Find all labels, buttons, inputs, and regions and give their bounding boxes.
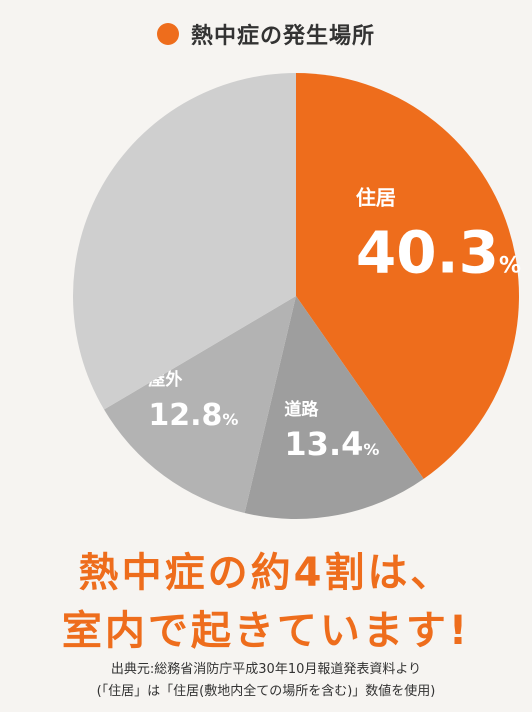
pie-slice [104, 296, 296, 514]
slice-value-label: 40.3% [356, 219, 521, 287]
source-note-detail: (「住居」は「住居(敷地内全ての場所を含む)」数値を使用) [96, 684, 436, 699]
slice-label-group: 道路 13.4% [284, 399, 379, 463]
chart-title: 熱中症の発生場所 [190, 24, 375, 49]
slice-name-label: 住居 [356, 186, 396, 210]
chart-legend: 熱中症の発生場所 [0, 18, 532, 50]
pie-slice [296, 73, 519, 479]
slice-label-group: 住居 40.3% [356, 186, 521, 287]
pie-slice [244, 296, 424, 520]
legend-dot [156, 23, 179, 45]
pie-slice [73, 73, 297, 410]
slice-name-label: 道路 [284, 399, 319, 420]
slice-value-label: 12.8% [148, 398, 238, 433]
headline-line-1: 熱中症の約4割は、 [78, 550, 454, 596]
slice-value-label: 13.4% [284, 425, 379, 463]
headline-line-2: 室内で起きています! [61, 608, 471, 654]
source-note: 出典元:総務省消防庁平成30年10月報道発表資料より [110, 662, 422, 677]
